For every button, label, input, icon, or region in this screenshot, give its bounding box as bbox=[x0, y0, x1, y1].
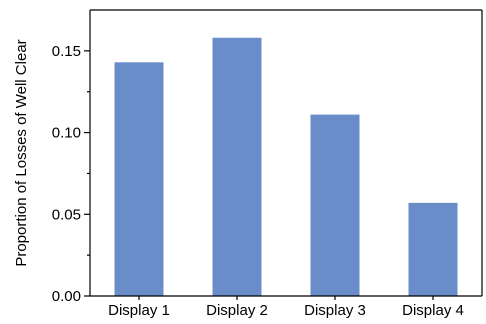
y-axis-title: Proportion of Losses of Well Clear bbox=[13, 39, 30, 266]
bar-3 bbox=[310, 114, 360, 296]
y-tick-label-3: 0.15 bbox=[52, 43, 81, 60]
y-tick-label-2: 0.10 bbox=[52, 125, 81, 142]
plot-area: Display 1 Display 2 Display 3 Display 4 0.00… bbox=[52, 9, 483, 319]
bar-2 bbox=[212, 37, 262, 296]
x-tick-label-1: Display 1 bbox=[108, 302, 170, 319]
x-tick-label-4: Display 4 bbox=[402, 302, 464, 319]
x-tick-label-3: Display 3 bbox=[304, 302, 366, 319]
bar-1 bbox=[114, 62, 164, 296]
y-tick-label-0: 0.00 bbox=[52, 288, 81, 305]
x-tick-label-2: Display 2 bbox=[206, 302, 268, 319]
bar-4 bbox=[408, 202, 458, 296]
y-tick-label-1: 0.05 bbox=[52, 206, 81, 223]
